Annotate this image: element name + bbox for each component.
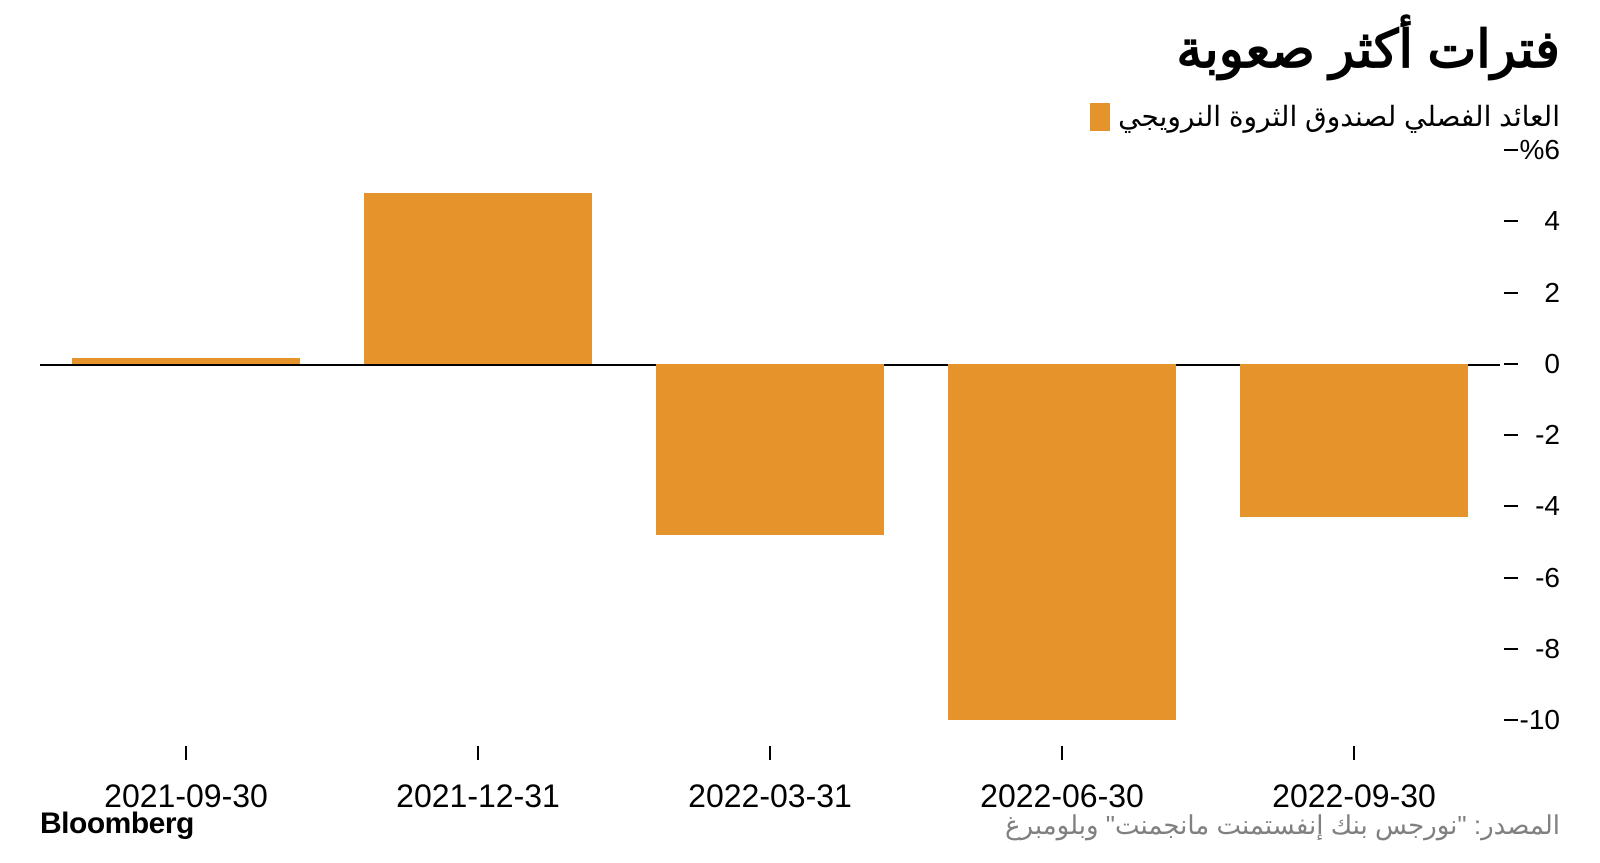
chart-legend: العائد الفصلي لصندوق الثروة النرويجي xyxy=(1090,100,1560,133)
x-tick-label: 2021-12-31 xyxy=(396,778,560,815)
chart-container: فترات أكثر صعوبة العائد الفصلي لصندوق ال… xyxy=(0,0,1600,863)
y-tick-mark xyxy=(1504,577,1518,579)
y-tick-mark xyxy=(1504,648,1518,650)
bar xyxy=(364,193,592,364)
y-tick-label: 0 xyxy=(1544,348,1560,380)
y-tick-mark xyxy=(1504,149,1518,151)
y-tick-mark xyxy=(1504,434,1518,436)
y-tick-label: 8- xyxy=(1535,633,1560,665)
y-tick-mark xyxy=(1504,292,1518,294)
chart-title: فترات أكثر صعوبة xyxy=(1176,20,1560,80)
legend-label: العائد الفصلي لصندوق الثروة النرويجي xyxy=(1118,100,1560,133)
y-tick-mark xyxy=(1504,220,1518,222)
bar xyxy=(72,358,300,363)
x-tick-mark xyxy=(1061,746,1063,760)
y-tick-label: %6 xyxy=(1520,134,1560,166)
y-tick-label: 4- xyxy=(1535,490,1560,522)
x-tick-label: 2022-03-31 xyxy=(688,778,852,815)
legend-swatch xyxy=(1090,103,1110,131)
y-tick-mark xyxy=(1504,505,1518,507)
bar xyxy=(948,364,1176,720)
x-tick-mark xyxy=(769,746,771,760)
y-tick-mark xyxy=(1504,719,1518,721)
y-tick-label: 2- xyxy=(1535,419,1560,451)
brand-logo: Bloomberg xyxy=(40,807,194,841)
x-tick-mark xyxy=(185,746,187,760)
x-tick-mark xyxy=(477,746,479,760)
y-tick-mark xyxy=(1504,363,1518,365)
x-tick-mark xyxy=(1353,746,1355,760)
y-tick-label: 6- xyxy=(1535,562,1560,594)
chart-source: المصدر: "نورجس بنك إنفستمنت مانجمنت" وبل… xyxy=(1005,810,1560,841)
y-tick-label: 2 xyxy=(1544,277,1560,309)
bar xyxy=(1240,364,1468,517)
y-tick-label: 4 xyxy=(1544,205,1560,237)
bar xyxy=(656,364,884,535)
y-tick-label: 10- xyxy=(1520,704,1560,736)
chart-plot-area: %64202-4-6-8-10-2021-09-302021-12-312022… xyxy=(40,150,1500,720)
